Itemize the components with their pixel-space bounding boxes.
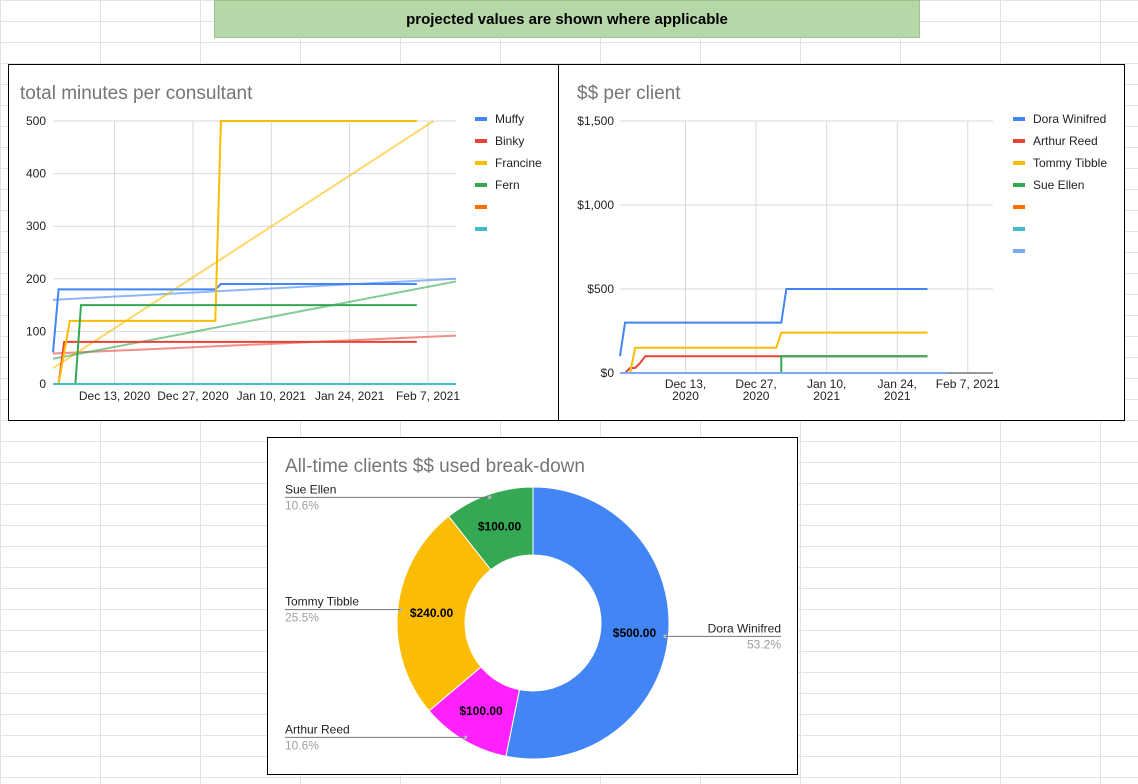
legend-swatch xyxy=(1013,183,1025,187)
x-tick-label: Dec 27, xyxy=(735,377,776,391)
series-line-francine xyxy=(57,120,417,385)
x-tick-label: 2020 xyxy=(672,389,699,403)
y-tick-label: 0 xyxy=(39,377,46,391)
y-tick-label: 100 xyxy=(26,324,46,338)
chart-title: $$ per client xyxy=(577,83,681,104)
x-tick-label: Dec 27, 2020 xyxy=(157,389,229,403)
slice-value-label: $500.00 xyxy=(613,626,657,640)
donut-slice-tommy-tibble xyxy=(396,515,492,712)
callout-percent-label: 10.6% xyxy=(285,498,319,512)
legend-swatch xyxy=(1013,161,1025,165)
x-tick-label: 2021 xyxy=(813,389,840,403)
legend-label: Muffy xyxy=(495,112,524,126)
x-tick-label: Feb 7, 2021 xyxy=(936,377,1000,391)
clients-breakdown-donut-chart[interactable]: All-time clients $$ used break-down $500.… xyxy=(267,437,798,775)
x-tick-label: 2021 xyxy=(884,389,911,403)
trendline xyxy=(52,334,457,355)
y-tick-label: 500 xyxy=(26,114,46,128)
legend-label: Dora Winifred xyxy=(1033,112,1106,126)
series-line-tommy-tibble xyxy=(629,331,928,374)
callout-dot xyxy=(398,607,403,612)
callout-percent-label: 25.5% xyxy=(285,611,319,625)
x-tick-label: Jan 10, xyxy=(807,377,846,391)
chart-title: All-time clients $$ used break-down xyxy=(285,456,585,477)
legend-label: Tommy Tibble xyxy=(1033,156,1107,170)
x-tick-label: Dec 13, xyxy=(665,377,706,391)
legend-swatch xyxy=(1013,205,1025,209)
legend-label: Francine xyxy=(495,156,542,170)
legend-label: Fern xyxy=(495,178,520,192)
callout-name-label: Dora Winifred xyxy=(708,621,781,635)
legend-label: Binky xyxy=(495,134,524,148)
x-tick-label: Feb 7, 2021 xyxy=(396,389,460,403)
callout-percent-label: 10.6% xyxy=(285,738,319,752)
y-tick-label: $1,000 xyxy=(577,198,614,212)
callout-percent-label: 53.2% xyxy=(747,637,781,651)
callout-dot xyxy=(463,735,468,740)
legend-swatch xyxy=(475,117,487,121)
legend-swatch xyxy=(1013,117,1025,121)
y-tick-label: $500 xyxy=(587,282,614,296)
x-tick-label: Jan 24, 2021 xyxy=(315,389,385,403)
trendline xyxy=(52,277,457,301)
slice-value-label: $240.00 xyxy=(410,606,454,620)
y-tick-label: 300 xyxy=(26,219,46,233)
y-tick-label: $0 xyxy=(601,366,615,380)
slice-value-label: $100.00 xyxy=(478,520,522,534)
legend-swatch xyxy=(475,139,487,143)
donut-slice-dora-winifred xyxy=(505,486,670,760)
callout-name-label: Sue Ellen xyxy=(285,482,336,496)
minutes-chart-svg: total minutes per consultant 0 100 200 300 40… xyxy=(20,83,542,403)
projection-note-banner: projected values are shown where applica… xyxy=(214,0,920,38)
x-tick-label: Jan 10, 2021 xyxy=(237,389,307,403)
slice-value-label: $100.00 xyxy=(459,704,503,718)
legend-label: Arthur Reed xyxy=(1033,134,1098,148)
x-tick-label: 2020 xyxy=(743,389,770,403)
legend-swatch xyxy=(475,183,487,187)
trendline xyxy=(52,120,435,370)
legend-swatch xyxy=(1013,139,1025,143)
legend-swatch xyxy=(475,161,487,165)
donut-chart-svg: All-time clients $$ used break-down $500.… xyxy=(285,456,781,760)
projection-note-text: projected values are shown where applica… xyxy=(406,10,728,28)
dollars-per-client-chart[interactable]: $$ per client $0 $500 $1,000 $1,500 Dec 13, 20… xyxy=(558,64,1125,421)
series-line-sue-ellen xyxy=(620,355,928,374)
y-tick-label: $1,500 xyxy=(577,114,614,128)
minutes-per-consultant-chart[interactable]: total minutes per consultant 0 100 200 300 40… xyxy=(8,64,559,421)
y-tick-label: 400 xyxy=(26,167,46,181)
legend-swatch xyxy=(475,205,487,209)
callout-name-label: Arthur Reed xyxy=(285,722,350,736)
donut-slice-sue-ellen xyxy=(448,486,534,571)
legend-swatch xyxy=(475,227,487,231)
callout-name-label: Tommy Tibble xyxy=(285,595,359,609)
series-line-arthur-reed xyxy=(624,355,928,374)
x-tick-label: Dec 13, 2020 xyxy=(79,389,151,403)
chart-title: total minutes per consultant xyxy=(20,83,253,104)
legend-swatch xyxy=(1013,227,1025,231)
x-tick-label: Jan 24, xyxy=(878,377,917,391)
trendline xyxy=(52,280,457,360)
series-line-dora-winifred xyxy=(619,288,928,357)
y-tick-label: 200 xyxy=(26,272,46,286)
legend-swatch xyxy=(1013,249,1025,253)
legend-label: Sue Ellen xyxy=(1033,178,1084,192)
